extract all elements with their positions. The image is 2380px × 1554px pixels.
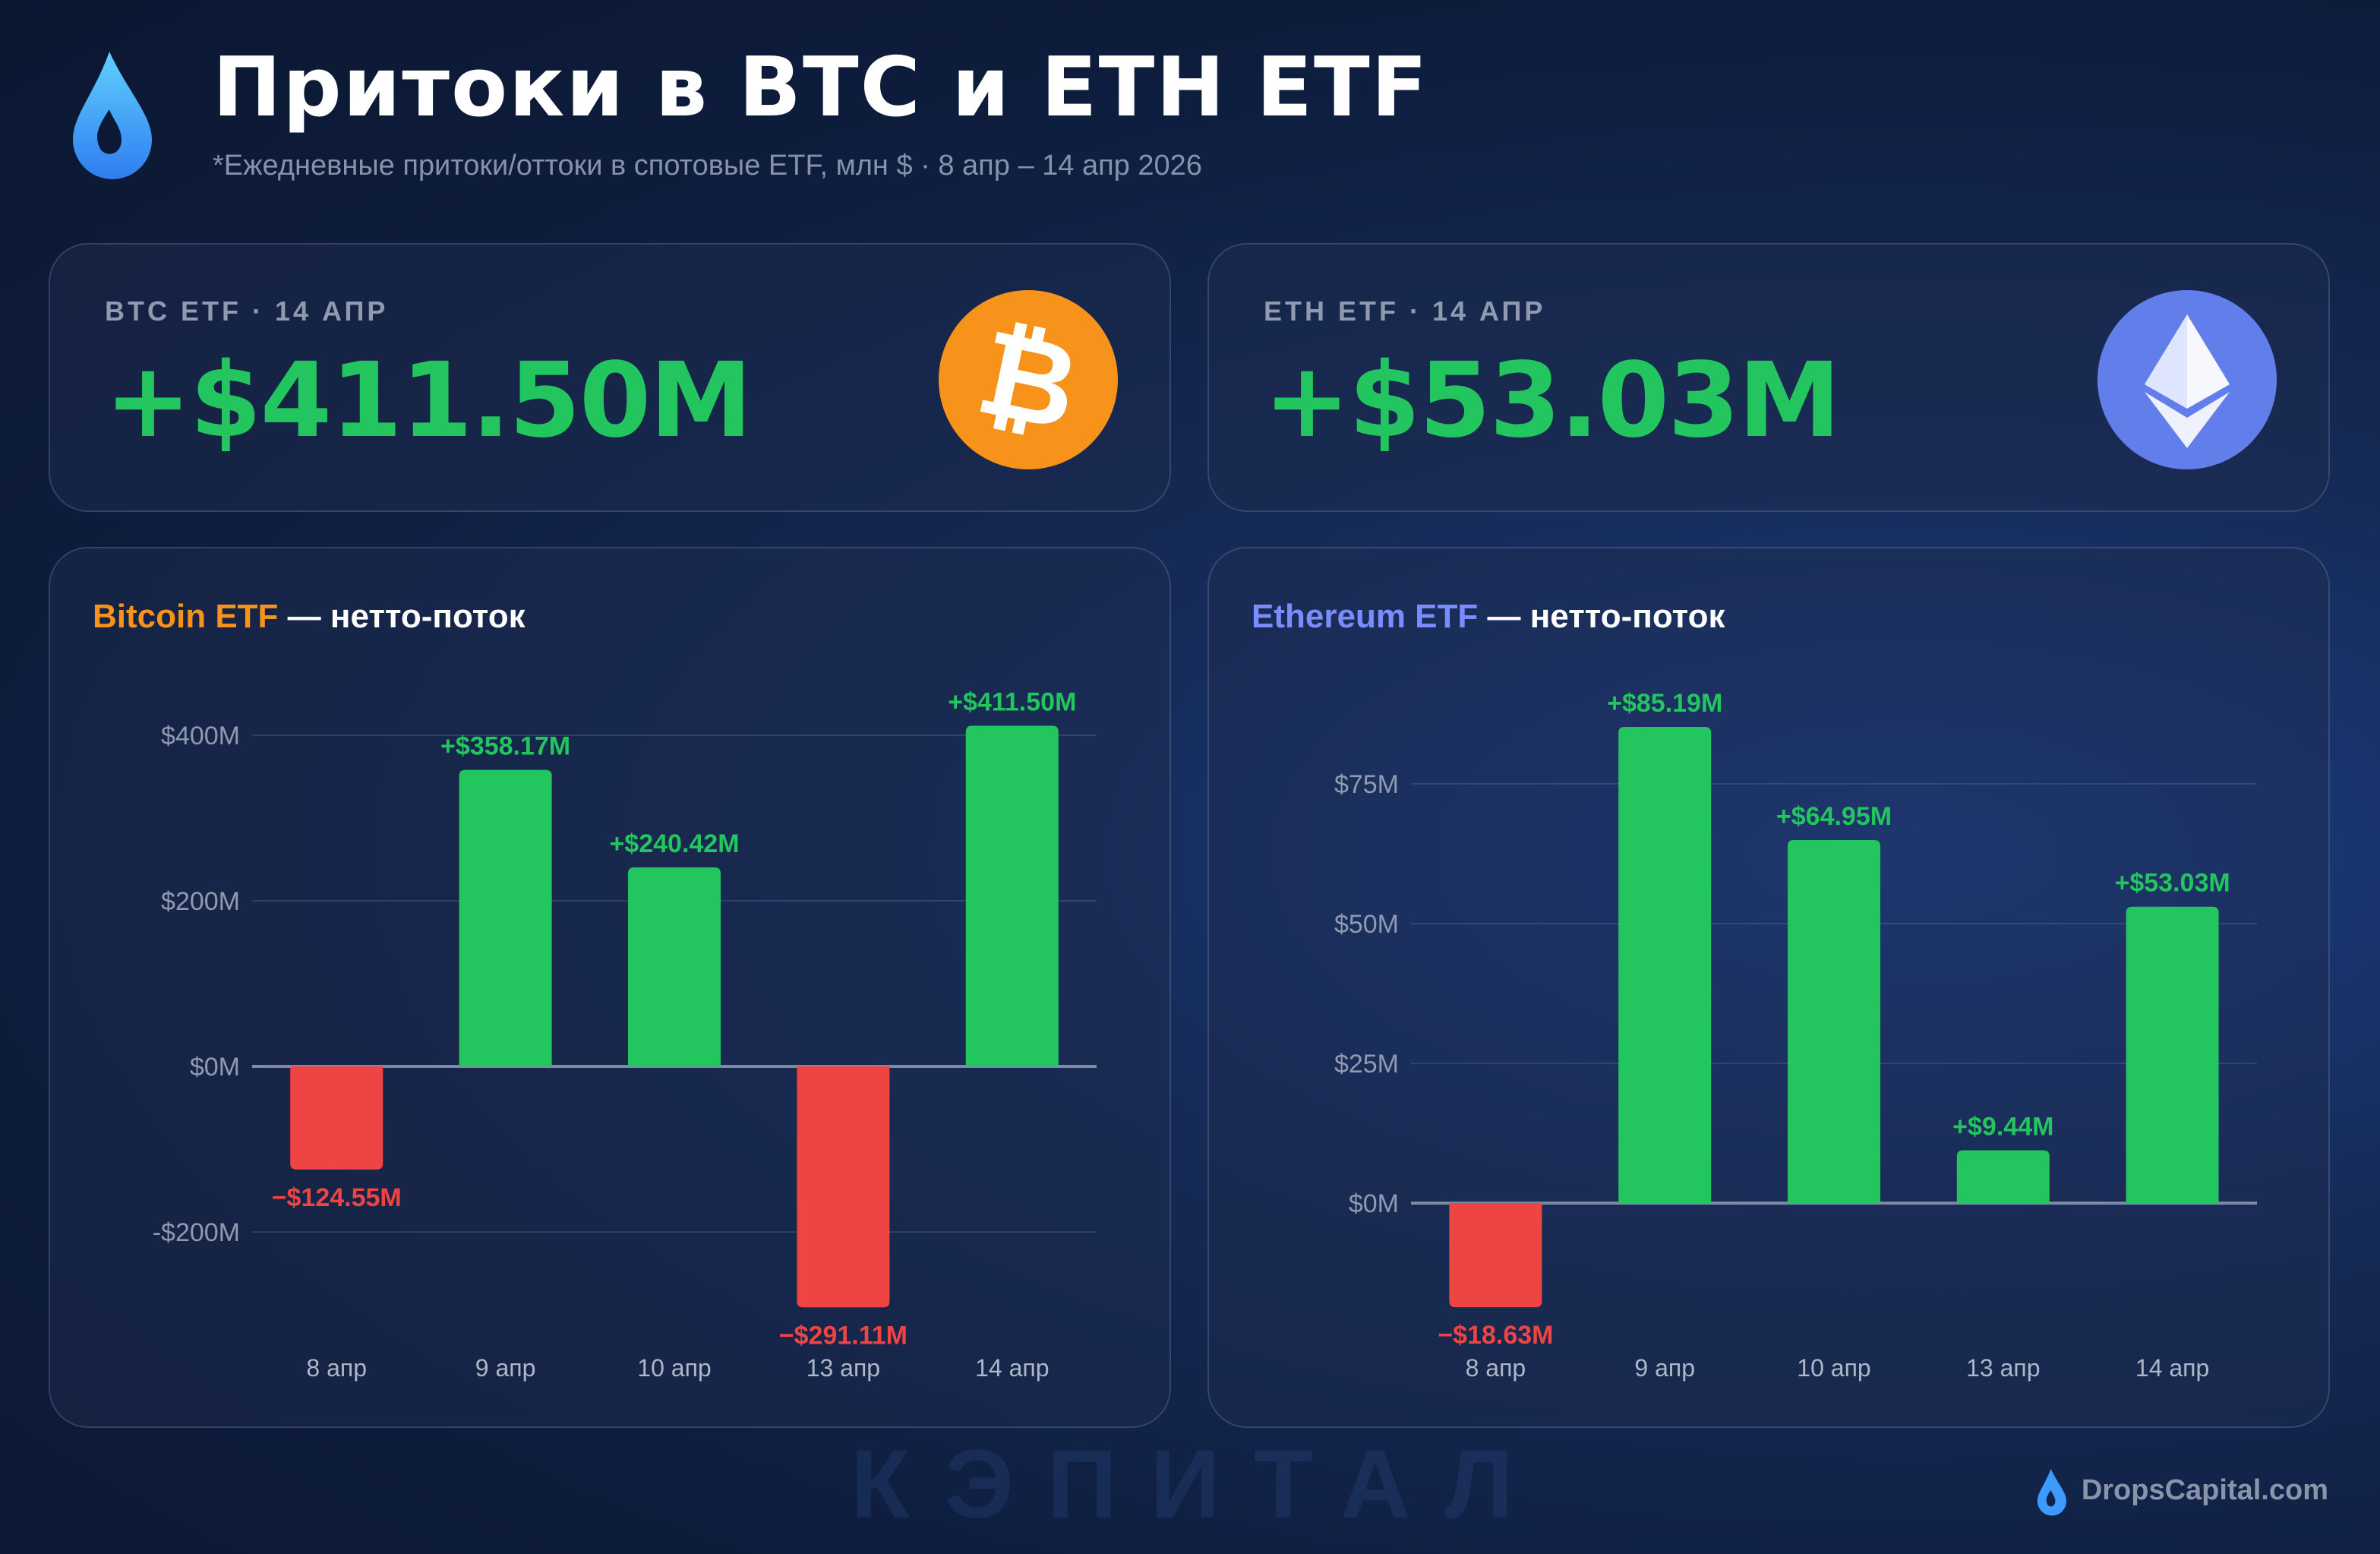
eth-title-accent: Ethereum ETF [1252,597,1479,635]
y-tick-label: $0M [190,1053,240,1082]
drop-icon [2038,1468,2067,1516]
bar [1449,1203,1542,1308]
eth-bar-chart: $75M $50M $25M $0M −$18.63M 8 апр +$85.19M 9 ап… [1334,689,2257,1382]
btc-kpi-card: BTC ETF · 14 АПР +$411.50M ₿ [49,243,1171,512]
btc-title-rest: — нетто-поток [278,597,526,635]
data-label: +$53.03M [2115,869,2230,898]
bar [628,867,721,1066]
data-label: +$358.17M [440,732,570,761]
data-label: +$411.50M [948,687,1076,716]
btc-title-accent: Bitcoin ETF [93,597,279,635]
data-label: −$124.55M [272,1183,402,1212]
drop-icon [73,52,152,179]
btc-kpi-value: +$411.50M [105,342,753,462]
x-tick-label: 14 апр [2135,1354,2209,1382]
x-tick-label: 13 апр [1966,1354,2040,1382]
y-tick-label: -$200M [153,1218,240,1247]
y-tick-label: $25M [1334,1050,1399,1079]
watermark: КЭПИТАЛ [851,1429,1547,1539]
eth-chart-panel: Ethereum ETF — нетто-поток $75M $50M $25M $… [1207,547,2330,1428]
bar [797,1066,890,1308]
eth-chart-title: Ethereum ETF — нетто-поток [1252,597,1725,636]
bitcoin-icon: ₿ [939,290,1118,469]
data-label: +$9.44M [1952,1113,2053,1142]
page-subtitle: *Ежедневные притоки/оттоки в спотовые ET… [213,150,1202,182]
eth-title-rest: — нетто-поток [1478,597,1725,635]
data-label: +$85.19M [1607,689,1722,718]
bar [965,725,1059,1066]
y-tick-label: $75M [1334,770,1399,799]
eth-kpi-card: ETH ETF · 14 АПР +$53.03M [1207,243,2330,512]
svg-text:₿: ₿ [967,306,1090,456]
x-tick-label: 13 апр [806,1354,880,1382]
bar [2126,906,2219,1203]
btc-bar-chart: $400M $200M $0M -$200M −$124.55M 8 апр +$358.1… [153,687,1097,1382]
footer-site[interactable]: DropsCapital.com [2036,1467,2328,1516]
x-tick-label: 9 апр [475,1354,536,1382]
y-tick-label: $0M [1349,1189,1399,1218]
x-tick-label: 8 апр [306,1354,367,1382]
page-title: Притоки в BTC и ETH ETF [213,39,1429,135]
y-tick-label: $200M [161,887,240,916]
btc-chart-panel: Bitcoin ETF — нетто-поток $400M $200M $0M -… [49,547,1171,1428]
x-tick-label: 10 апр [637,1354,711,1382]
data-label: −$291.11M [779,1321,907,1350]
x-tick-label: 8 апр [1466,1354,1526,1382]
bar [1618,727,1712,1203]
ethereum-icon [2097,290,2277,469]
y-tick-label: $400M [161,722,240,750]
bar [1788,839,1880,1203]
eth-kpi-label: ETH ETF · 14 АПР [1264,296,1546,327]
btc-chart-title: Bitcoin ETF — нетто-поток [93,597,526,636]
footer-site-label: DropsCapital.com [2081,1475,2328,1508]
bar [290,1066,384,1170]
eth-kpi-value: +$53.03M [1264,342,1841,462]
btc-kpi-label: BTC ETF · 14 АПР [105,296,389,327]
data-label: +$64.95M [1776,802,1892,831]
data-label: −$18.63M [1438,1321,1553,1350]
x-tick-label: 14 апр [975,1354,1049,1382]
x-tick-label: 9 апр [1634,1354,1695,1382]
bar [459,769,552,1066]
data-label: +$240.42M [609,829,739,858]
x-tick-label: 10 апр [1797,1354,1870,1382]
y-tick-label: $50M [1334,910,1399,939]
bar [1956,1150,2050,1203]
